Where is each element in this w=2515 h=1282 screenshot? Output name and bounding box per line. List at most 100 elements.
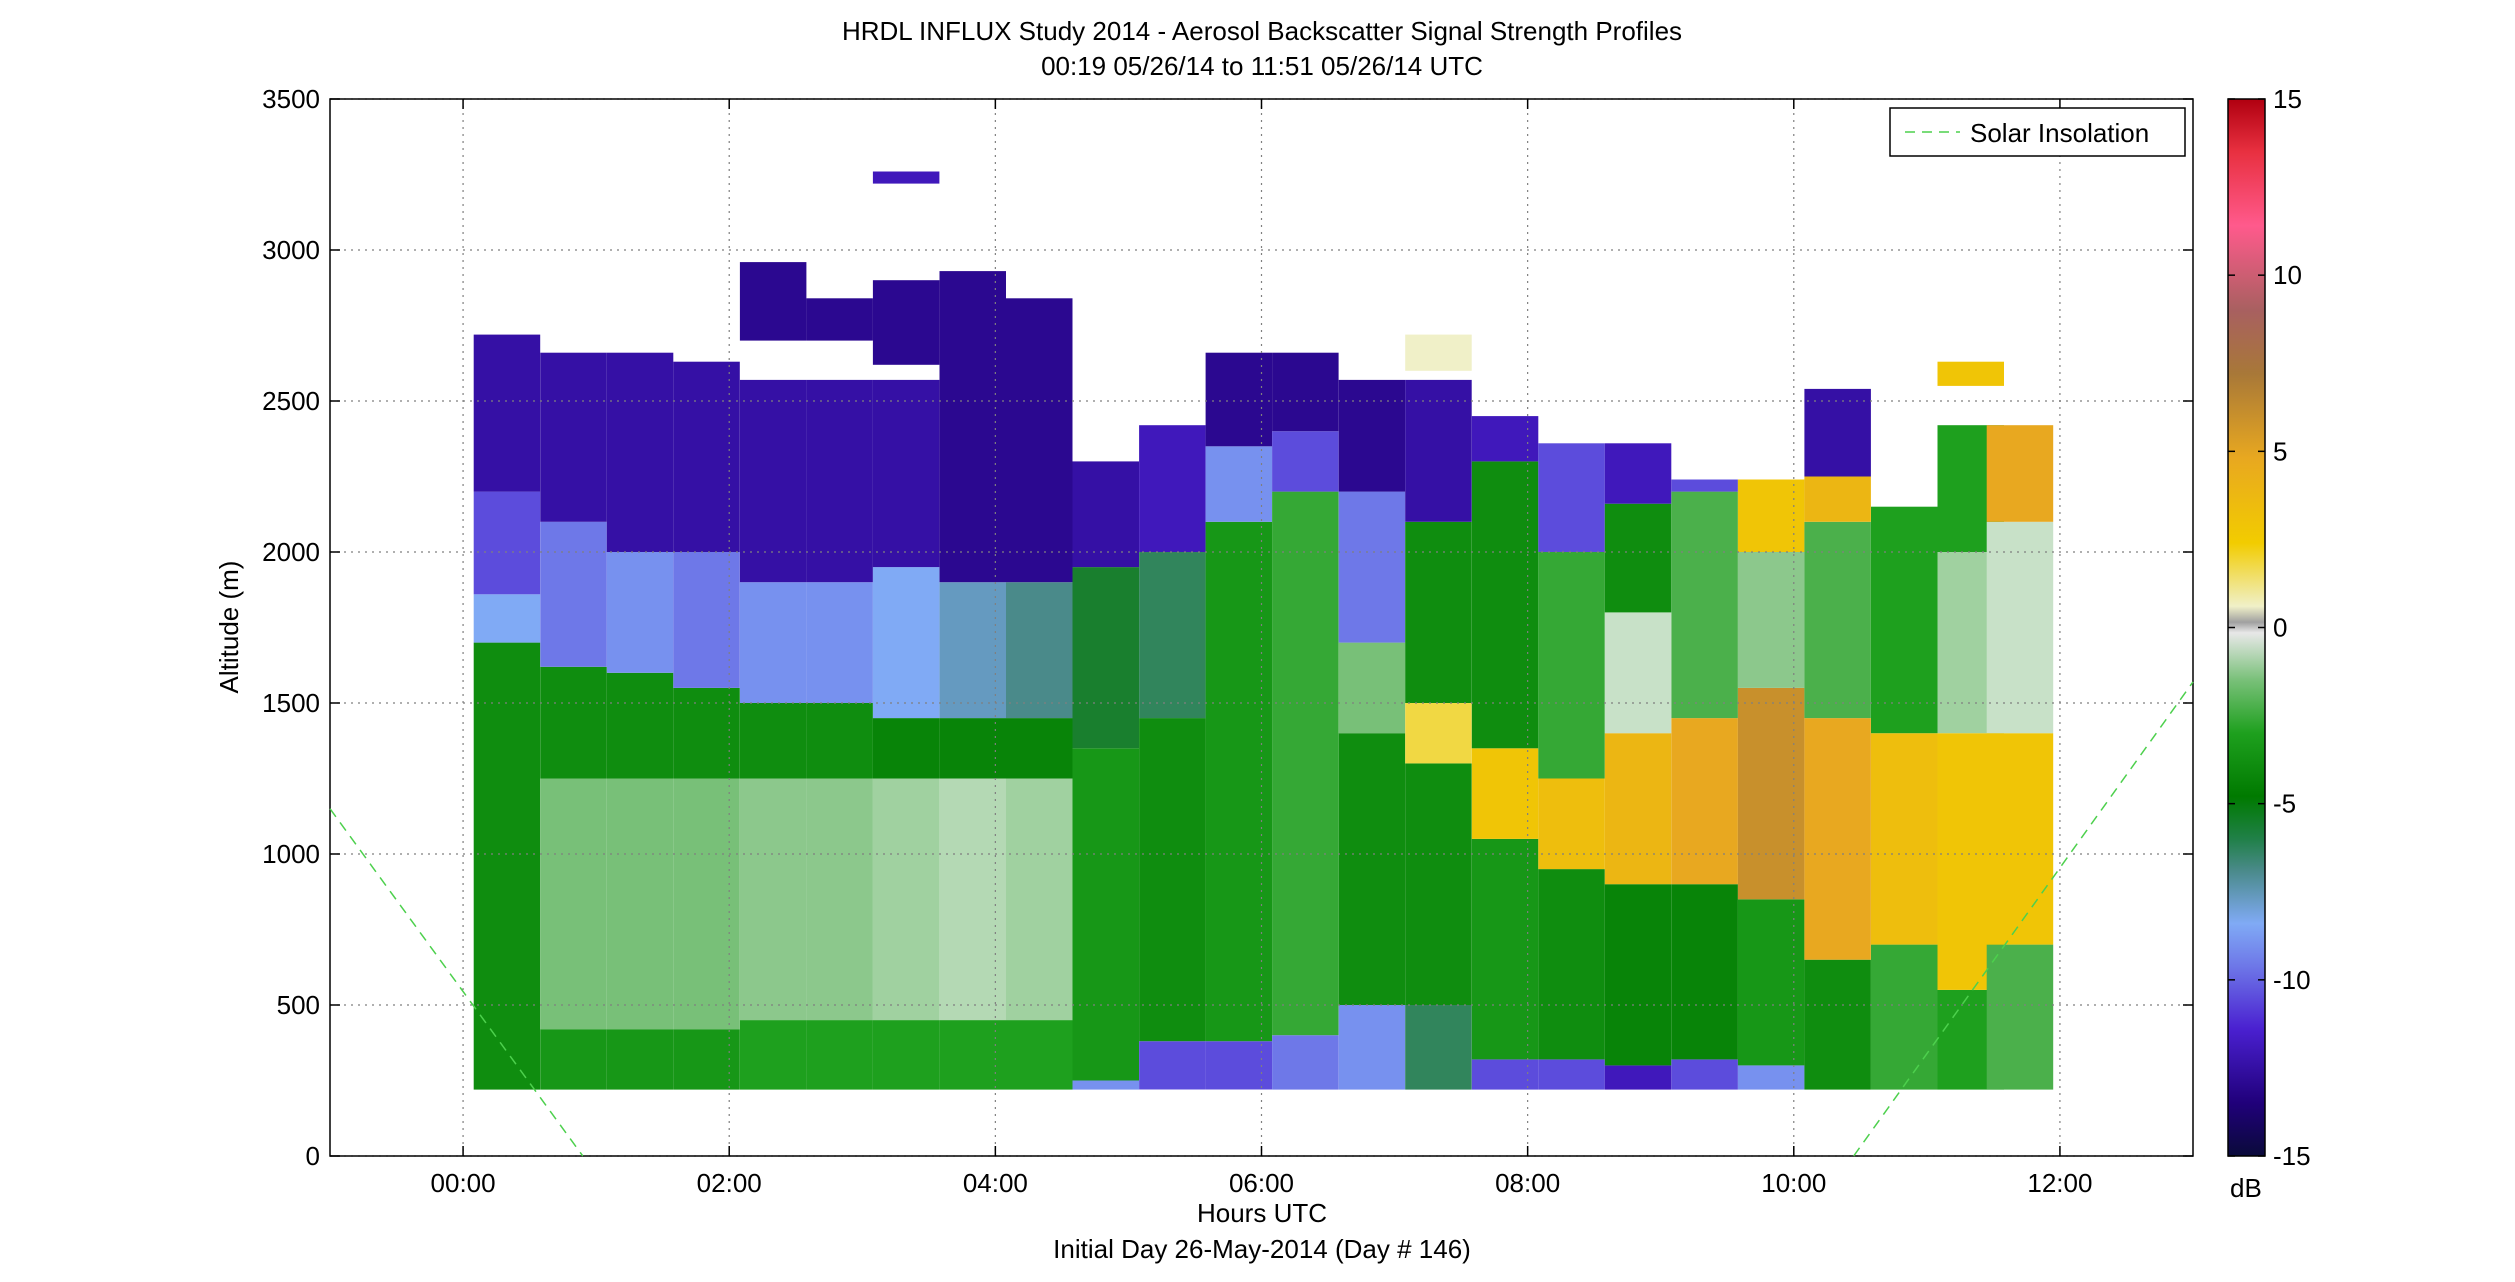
heatmap-cell bbox=[1338, 379, 1406, 492]
heatmap-cell bbox=[939, 582, 1006, 719]
heatmap-cell bbox=[540, 1029, 607, 1090]
heatmap-cell bbox=[1604, 443, 1672, 504]
heatmap-cell bbox=[806, 1020, 873, 1090]
heatmap-cell bbox=[673, 687, 740, 779]
legend-box bbox=[1889, 107, 2186, 157]
heatmap-cell bbox=[1737, 552, 1805, 688]
heatmap-cell bbox=[1006, 718, 1073, 779]
heatmap-cell bbox=[1986, 733, 2054, 945]
heatmap-cell bbox=[540, 666, 607, 779]
heatmap-cell bbox=[1538, 869, 1605, 1060]
heatmap-cell bbox=[1471, 748, 1539, 839]
heatmap-cell bbox=[473, 642, 541, 1090]
heatmap-cell bbox=[1538, 1059, 1605, 1090]
heatmap-cell bbox=[1272, 1035, 1339, 1090]
heatmap-cell bbox=[673, 1029, 740, 1090]
heatmap-cell bbox=[1671, 491, 1738, 719]
heatmap-cell bbox=[1804, 388, 1871, 477]
heatmap-cell bbox=[939, 718, 1006, 779]
heatmap-cell bbox=[739, 1020, 807, 1090]
x-tick-label: 10:00 bbox=[1761, 1168, 1826, 1198]
x-tick-label: 04:00 bbox=[963, 1168, 1028, 1198]
heatmap-cell bbox=[1538, 552, 1605, 779]
heatmap-cell bbox=[606, 552, 674, 673]
heatmap-cell bbox=[673, 361, 740, 552]
heatmap-cell bbox=[1471, 1059, 1539, 1090]
solar-insolation-line bbox=[329, 808, 584, 1157]
y-tick-label: 3500 bbox=[262, 84, 320, 114]
heatmap-cell bbox=[1737, 479, 1805, 552]
heatmap-cell bbox=[1986, 521, 2054, 734]
x-tick-label: 08:00 bbox=[1495, 1168, 1560, 1198]
heatmap-cell bbox=[739, 582, 807, 703]
y-tick-label: 0 bbox=[306, 1141, 320, 1171]
heatmap-cell bbox=[473, 491, 541, 595]
heatmap-cell bbox=[739, 379, 807, 583]
heatmap-cell bbox=[1139, 1041, 1206, 1090]
y-tick-label: 500 bbox=[277, 990, 320, 1020]
heatmap-cell bbox=[1471, 461, 1539, 749]
heatmap-cell bbox=[1471, 838, 1539, 1060]
heatmap-cell bbox=[872, 171, 940, 184]
heatmap-cell bbox=[1338, 642, 1406, 734]
heatmap-cell bbox=[1072, 567, 1139, 749]
heatmap-cell bbox=[1671, 884, 1738, 1060]
heatmap-cells bbox=[473, 171, 2054, 1090]
heatmap-cell bbox=[872, 379, 940, 568]
heatmap-cell bbox=[1804, 959, 1871, 1090]
legend-label: Solar Insolation bbox=[1970, 118, 2149, 148]
heatmap-cell bbox=[739, 778, 807, 1021]
heatmap-cell bbox=[1405, 521, 1472, 703]
heatmap-cell bbox=[1538, 443, 1605, 552]
heatmap-cell bbox=[1737, 687, 1805, 900]
heatmap-cell bbox=[1006, 298, 1073, 583]
heatmap-cell bbox=[806, 298, 873, 341]
heatmap-cell bbox=[872, 1020, 940, 1090]
heatmap-cell bbox=[606, 672, 674, 779]
heatmap-cell bbox=[1272, 491, 1339, 1036]
heatmap-cell bbox=[1072, 461, 1139, 568]
heatmap-cell bbox=[1604, 733, 1672, 885]
heatmap-cell bbox=[1871, 733, 1938, 945]
heatmap-cell bbox=[673, 778, 740, 1030]
heatmap-cell bbox=[939, 778, 1006, 1021]
x-axis-label: Hours UTC bbox=[1197, 1198, 1327, 1228]
colorbar: -15 -10 -5 0 5 10 15 dB bbox=[2227, 84, 2311, 1203]
heatmap-cell bbox=[872, 567, 940, 719]
heatmap-cell bbox=[806, 778, 873, 1021]
heatmap-cell bbox=[1139, 718, 1206, 1042]
colorbar-tick-label: 15 bbox=[2273, 84, 2302, 114]
heatmap-cell bbox=[939, 1020, 1006, 1090]
y-tick-label: 1500 bbox=[262, 688, 320, 718]
y-tick-label: 2000 bbox=[262, 537, 320, 567]
heatmap-cell bbox=[1671, 718, 1738, 885]
heatmap-cell bbox=[1205, 352, 1273, 447]
heatmap-cell bbox=[1072, 1080, 1139, 1090]
heatmap-cell bbox=[1205, 1041, 1273, 1090]
colorbar-tick-label: 0 bbox=[2273, 613, 2287, 643]
heatmap-cell bbox=[1072, 748, 1139, 1081]
heatmap-cell bbox=[1205, 446, 1273, 522]
heatmap-cell bbox=[673, 552, 740, 688]
heatmap-cell bbox=[1006, 778, 1073, 1021]
heatmap-cell bbox=[1405, 763, 1472, 1005]
heatmap-cell bbox=[939, 271, 1006, 583]
y-tick-label: 2500 bbox=[262, 386, 320, 416]
heatmap-cell bbox=[1604, 503, 1672, 613]
heatmap-cell bbox=[606, 1029, 674, 1090]
heatmap-cell bbox=[1205, 521, 1273, 1042]
solar-insolation-line bbox=[1853, 681, 2194, 1157]
heatmap-cell bbox=[1006, 582, 1073, 719]
chart-subtitle: 00:19 05/26/14 to 11:51 05/26/14 UTC bbox=[1041, 51, 1483, 81]
heatmap-cell bbox=[872, 280, 940, 365]
heatmap-cell bbox=[1405, 379, 1472, 522]
heatmap-cell bbox=[1006, 1020, 1073, 1090]
heatmap-cell bbox=[1871, 944, 1938, 1090]
heatmap-cell bbox=[1338, 733, 1406, 1005]
heatmap-cell bbox=[1804, 476, 1871, 522]
heatmap-cell bbox=[540, 778, 607, 1030]
heatmap-cell bbox=[1139, 552, 1206, 719]
heatmap-cell bbox=[1405, 334, 1472, 371]
colorbar-tick-label: -15 bbox=[2273, 1141, 2311, 1171]
